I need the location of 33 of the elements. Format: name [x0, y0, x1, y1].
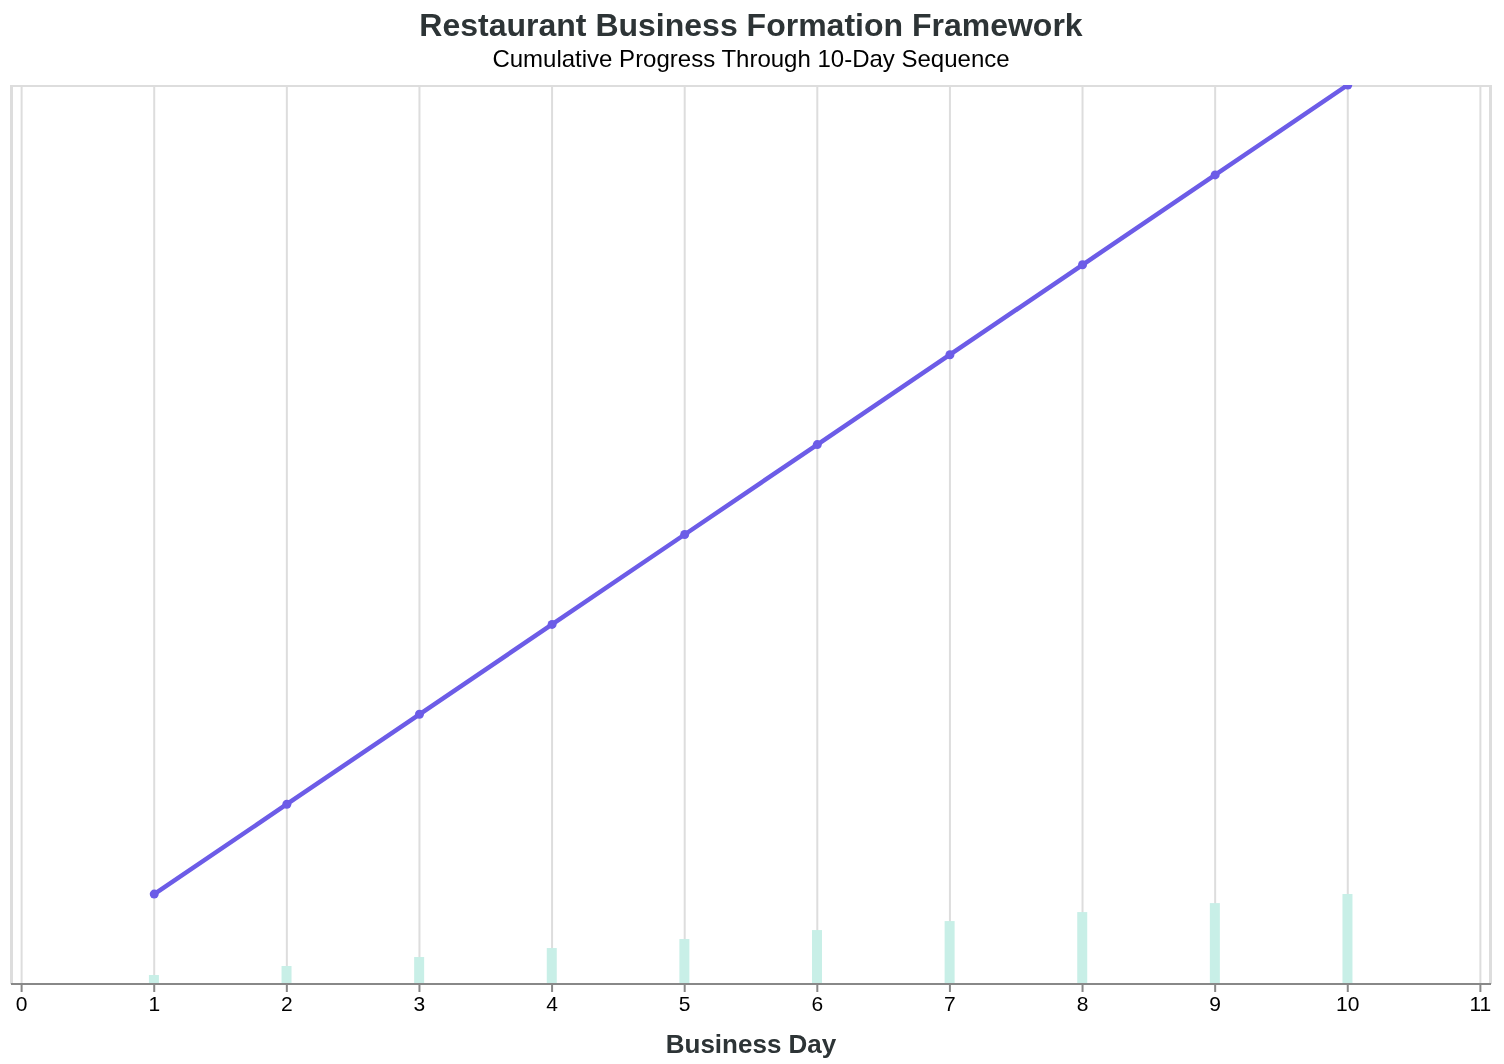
bar [679, 939, 690, 984]
x-axis-title: Business Day [665, 1029, 837, 1059]
bar [1077, 912, 1088, 984]
chart-subtitle: Cumulative Progress Through 10-Day Sequence [491, 45, 1011, 73]
x-tick-label: 9 [1209, 991, 1221, 1015]
bar [281, 966, 292, 984]
point [945, 350, 955, 360]
bar [1209, 903, 1220, 984]
x-tick-label: 10 [1336, 991, 1360, 1015]
x-tick-label: 6 [811, 991, 824, 1015]
bar [414, 957, 425, 984]
point [812, 440, 822, 450]
point [1078, 260, 1088, 270]
x-tick-label: 5 [678, 991, 691, 1015]
bar [1342, 894, 1353, 984]
point [547, 619, 557, 629]
point [149, 889, 159, 899]
x-tick-label: 1 [148, 991, 161, 1015]
x-tick-label: 4 [546, 991, 559, 1015]
x-tick-label: 8 [1076, 991, 1089, 1015]
point [282, 799, 292, 809]
bar [546, 948, 557, 984]
x-tick-label: 7 [944, 991, 956, 1015]
bar [944, 921, 955, 984]
x-tick-label: 11 [1469, 991, 1492, 1015]
chart-title: Restaurant Business Formation Framework [418, 7, 1084, 43]
point [414, 709, 424, 719]
point [1210, 170, 1220, 180]
x-tick-label: 3 [413, 991, 426, 1015]
x-tick-label: 0 [15, 991, 28, 1015]
x-tick-label: 2 [281, 991, 293, 1015]
bar [812, 930, 822, 984]
point [680, 530, 690, 539]
